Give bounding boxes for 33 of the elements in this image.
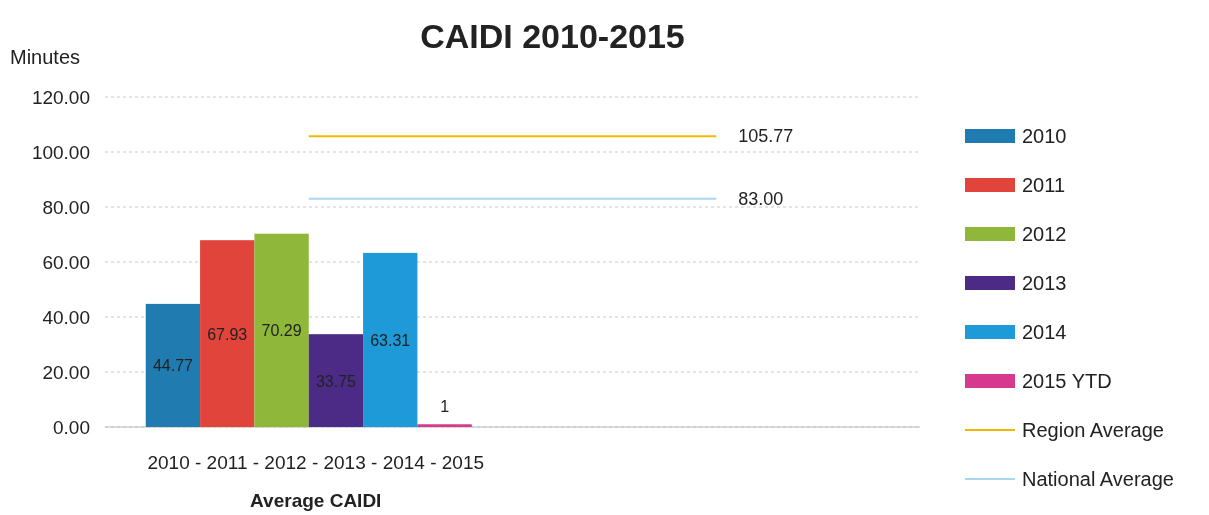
y-tick-label: 20.00 bbox=[42, 362, 90, 383]
data-label: 105.77 bbox=[738, 126, 794, 147]
bar bbox=[308, 334, 364, 427]
legend-label: 2012 bbox=[1022, 223, 1067, 245]
bar bbox=[200, 240, 255, 427]
data-label: 70.29 bbox=[261, 322, 302, 340]
legend-label: National Average bbox=[1022, 468, 1174, 490]
bar bbox=[363, 252, 418, 427]
legend-label: 2011 bbox=[1022, 174, 1066, 196]
bar bbox=[145, 303, 201, 427]
y-axis-title: Minutes bbox=[10, 46, 81, 68]
legend-label: 2013 bbox=[1022, 272, 1067, 294]
y-tick-label: 80.00 bbox=[42, 197, 90, 218]
y-tick-label: 40.00 bbox=[42, 307, 90, 328]
y-tick-label: 0.00 bbox=[53, 417, 90, 438]
data-label: 63.31 bbox=[370, 331, 411, 349]
bar bbox=[417, 424, 472, 427]
y-tick-label: 60.00 bbox=[42, 252, 90, 273]
bar bbox=[254, 233, 309, 427]
data-label: 83.00 bbox=[738, 188, 784, 209]
data-label: 67.93 bbox=[207, 325, 248, 343]
x-axis-title: Average CAIDI bbox=[250, 490, 382, 511]
legend-label: 2010 bbox=[1022, 125, 1067, 147]
y-tick-label: 100.00 bbox=[31, 142, 90, 163]
chart-title: CAIDI 2010-2015 bbox=[420, 17, 685, 55]
y-tick-label: 120.00 bbox=[31, 87, 90, 108]
legend-label: 2015 YTD bbox=[1022, 370, 1112, 392]
data-label: 1 bbox=[440, 398, 450, 416]
legend-label: 2014 bbox=[1022, 321, 1067, 343]
x-tick-label: 2010 - 2011 - 2012 - 2013 - 2014 - 2015 bbox=[147, 452, 485, 473]
data-label: 33.75 bbox=[315, 372, 357, 390]
data-label: 44.77 bbox=[152, 357, 194, 375]
legend-label: Region Average bbox=[1022, 419, 1164, 441]
